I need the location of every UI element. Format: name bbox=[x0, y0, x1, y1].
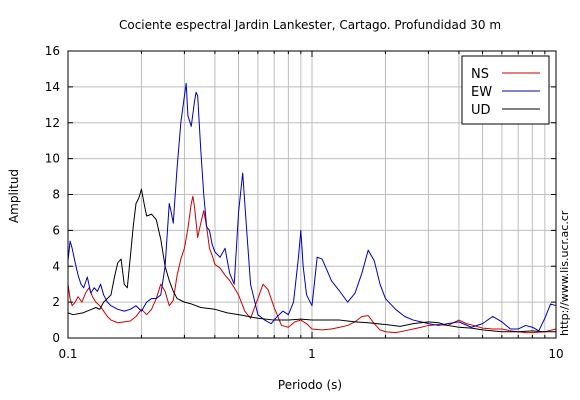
y-tick-label: 4 bbox=[52, 259, 60, 273]
series-lines bbox=[67, 82, 557, 334]
source-url: http://www.lis.ucr.ac.cr bbox=[558, 210, 571, 336]
x-tick-label: 1 bbox=[308, 347, 316, 361]
series-line-ud bbox=[67, 188, 556, 333]
y-tick-label: 0 bbox=[52, 331, 60, 345]
y-axis-label: Amplitud bbox=[7, 169, 21, 223]
tick-labels: 0.1 1 10 0 2 4 6 8 10 12 14 16 bbox=[45, 44, 564, 361]
y-tick-label: 2 bbox=[52, 295, 60, 309]
y-tick-label: 12 bbox=[45, 116, 60, 130]
x-tick-label: 10 bbox=[548, 347, 563, 361]
legend-box bbox=[461, 55, 550, 125]
legend-label-ud: UD bbox=[471, 103, 491, 118]
axis-ticks bbox=[67, 50, 557, 339]
legend: NS EW UD bbox=[461, 55, 550, 125]
y-tick-label: 8 bbox=[52, 188, 60, 202]
y-tick-label: 10 bbox=[45, 152, 60, 166]
x-axis-label: Periodo (s) bbox=[278, 378, 342, 392]
legend-label-ns: NS bbox=[471, 67, 489, 82]
chart-title: Cociente espectral Jardin Lankester, Car… bbox=[119, 18, 501, 32]
series-line-ns bbox=[67, 195, 557, 334]
y-tick-label: 14 bbox=[45, 80, 60, 94]
x-tick-label: 0.1 bbox=[58, 347, 77, 361]
legend-label-ew: EW bbox=[471, 85, 492, 100]
y-tick-label: 16 bbox=[45, 44, 60, 58]
y-tick-label: 6 bbox=[52, 223, 60, 237]
